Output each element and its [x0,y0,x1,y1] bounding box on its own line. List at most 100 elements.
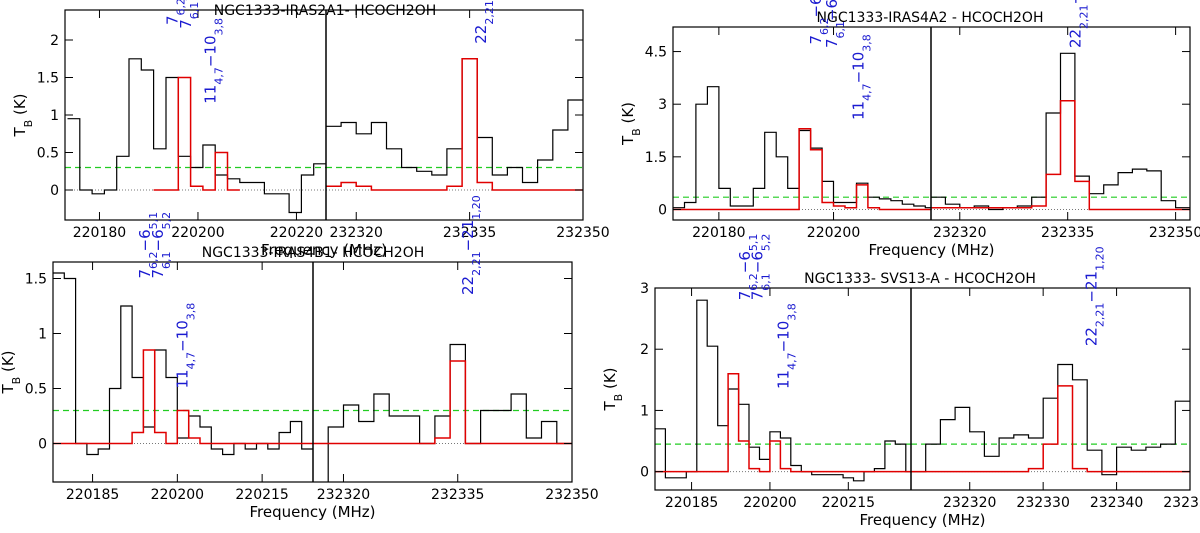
plot-area [673,86,931,211]
y-tick-label: 0 [38,437,47,453]
transition-label: 76,1−65,2 [749,234,773,301]
transition-label: 222,21−211,20 [459,195,483,295]
transition-label: 76,2−65,1 [736,234,760,301]
x-tick-label: 232340 [1090,495,1143,511]
transition-label: 114,7−103,8 [202,18,226,104]
y-axis-label: TB (K) [0,350,23,394]
panel-right: 232320 232335 232350 [326,10,610,241]
transition-label: 222,21−211,20 [1067,0,1091,48]
y-axis-label: TB (K) [11,93,35,137]
y-tick-label: 1.5 [37,71,59,87]
transition-label: 76,2−65,1 [807,0,831,45]
model-spectrum [326,58,583,191]
y-tick-label: 0 [640,465,649,481]
x-tick-label: 220185 [665,495,718,511]
y-tick-label: 1 [640,403,649,419]
x-tick-label: 232335 [431,487,484,503]
plot-area [313,343,572,482]
plot-area [655,299,911,482]
plot-area [53,272,313,456]
observed-spectrum [655,299,911,482]
x-tick-label: 232335 [1041,225,1094,241]
model-spectrum [313,360,572,445]
y-axis-label: TB (K) [619,102,643,146]
y-tick-label: 0 [50,183,59,199]
panel-left: 220180 220200 [673,27,931,241]
x-tick-label: 220180 [73,225,126,241]
model-spectrum [655,372,911,473]
x-tick-label: 232350 [556,225,609,241]
chart-title: NGC1333-IRAS4A2 - HCOCH2OH [817,10,1044,26]
transition-label: 114,7−103,8 [775,303,799,389]
x-axis-label: Frequency (MHz) [868,241,994,259]
x-tick-label: 220200 [171,225,224,241]
panel-left: 220185 220200 220215 [655,288,911,511]
model-spectrum [153,76,240,191]
chart-title: NGC1333- SVS13-A - HCOCH2OH [804,271,1036,287]
plot-area [931,52,1190,211]
x-tick-label: 220200 [743,495,796,511]
y-tick-label: 3 [658,97,667,113]
observed-spectrum [327,343,572,482]
y-tick-label: 0 [658,202,667,218]
y-tick-label: 1 [50,108,59,124]
transition-label: 76,1−65,2 [149,212,173,279]
y-tick-label: 2 [640,342,649,358]
panel-right: 232320 232335 232350 [931,27,1200,241]
x-tick-label: 220215 [822,495,875,511]
x-tick-label: 232350 [545,487,598,503]
model-spectrum [53,349,313,445]
transition-label: 114,7−103,8 [174,303,198,389]
panel-right: 232320 232335 232350 [313,262,599,503]
plot-area [911,363,1190,476]
x-tick-label: 232320 [933,225,986,241]
y-tick-label: 0.5 [37,146,59,162]
y-axis-label: TB (K) [601,367,625,411]
plot-area [326,58,583,191]
x-axis-label: Frequency (MHz) [859,511,985,529]
x-tick-label: 232350 [1163,495,1200,511]
x-axis-label: Frequency (MHz) [261,241,387,259]
model-spectrum [911,385,1190,473]
x-tick-label: 220215 [235,487,288,503]
y-tick-label: 2 [50,33,59,49]
observed-spectrum [326,58,583,184]
observed-spectrum [673,86,931,209]
y-tick-label: 1 [38,327,47,343]
transition-label: 114,7−103,8 [849,34,873,120]
panel-right: 232320 232330 232340 232350 [911,288,1200,511]
panel-left: 220185 220200 220215 [53,262,313,503]
observed-spectrum [931,52,1190,211]
x-tick-label: 232320 [317,487,370,503]
y-tick-label: 1.5 [645,150,667,166]
transition-label: 76,2−65,1 [163,0,187,25]
chart-title: NGC1333-IRAS2A1- HCOCH2OH [214,3,437,19]
transition-label: 76,1−65,2 [177,0,201,29]
observed-spectrum [911,363,1190,476]
x-tick-label: 232320 [330,225,383,241]
plot-frame [64,9,584,221]
x-tick-label: 220180 [692,225,745,241]
x-tick-label: 220200 [151,487,204,503]
transition-label: 222,21−211,20 [1083,246,1107,346]
y-tick-label: 3 [640,281,649,297]
observed-spectrum [67,58,326,214]
chart-title: NGC1333-IRAS4B1- HCOCH2OH [202,245,425,261]
model-spectrum [931,99,1190,211]
x-tick-label: 232330 [1016,495,1069,511]
x-tick-label: 232350 [1149,225,1200,241]
transition-label: 222,21−211,20 [472,0,496,44]
x-tick-label: 232335 [443,225,496,241]
plot-frame [654,287,1191,491]
model-spectrum [673,128,931,211]
spectrum-chart-2: NGC1333-IRAS4A2 - HCOCH2OH 220180 220200 23… [619,0,1200,259]
observed-spectrum [53,272,313,456]
x-tick-label: 220185 [66,487,119,503]
x-tick-label: 220200 [807,225,860,241]
transition-label: 76,2−65,1 [136,212,160,279]
plot-area [65,58,326,214]
